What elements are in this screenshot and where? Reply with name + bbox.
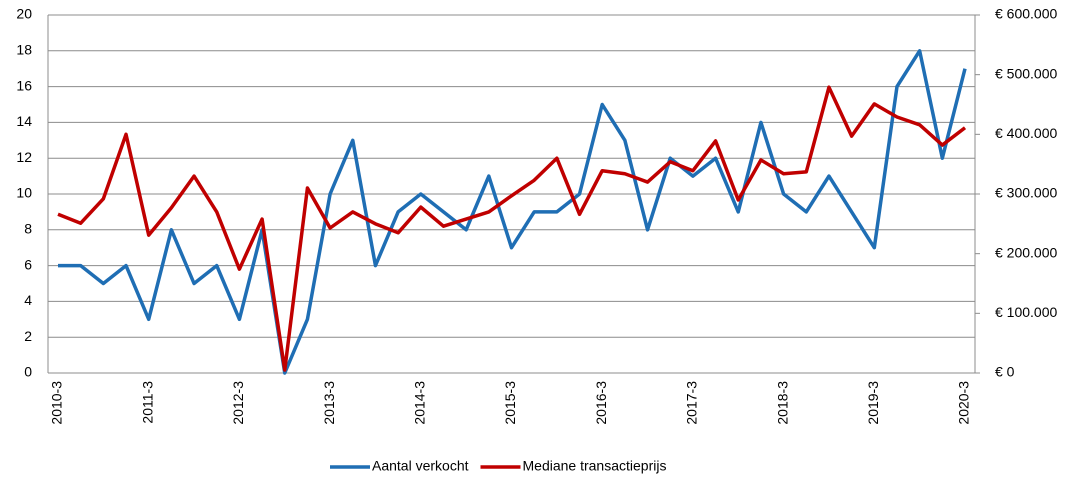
x-tick-label: 2013-3 xyxy=(321,381,337,425)
y-tick-label: 12 xyxy=(16,149,32,165)
x-tick-label: 2011-3 xyxy=(139,381,155,424)
y2-tick-label: € 200.000 xyxy=(995,244,1057,260)
y-tick-label: 10 xyxy=(16,185,32,201)
y-tick-label: 6 xyxy=(24,256,32,272)
series-line xyxy=(58,49,967,375)
legend-label: Mediane transactieprijs xyxy=(523,458,667,474)
x-tick-label: 2016-3 xyxy=(593,381,609,425)
x-tick-label: 2014-3 xyxy=(412,381,428,425)
y-tick-label: 8 xyxy=(24,221,32,237)
y-tick-label: 16 xyxy=(16,77,32,93)
x-tick-label: 2017-3 xyxy=(684,381,700,425)
x-tick-label: 2012-3 xyxy=(230,381,246,425)
y-tick-label: 20 xyxy=(16,6,32,22)
y-tick-label: 2 xyxy=(24,328,32,344)
y-tick-label: 0 xyxy=(24,364,32,380)
y2-tick-label: € 500.000 xyxy=(995,65,1057,81)
y-tick-label: 4 xyxy=(24,292,32,308)
x-tick-label: 2010-3 xyxy=(49,381,65,425)
y2-tick-label: € 0 xyxy=(995,364,1015,380)
legend-label: Aantal verkocht xyxy=(372,458,469,474)
x-tick-label: 2020-3 xyxy=(956,381,972,425)
y2-tick-label: € 400.000 xyxy=(995,125,1057,141)
y2-tick-label: € 100.000 xyxy=(995,304,1057,320)
y2-tick-label: € 300.000 xyxy=(995,185,1057,201)
y-tick-label: 18 xyxy=(16,42,32,58)
y2-tick-label: € 600.000 xyxy=(995,6,1057,22)
series-line xyxy=(57,85,967,372)
x-tick-label: 2015-3 xyxy=(502,381,518,425)
x-tick-label: 2019-3 xyxy=(865,381,881,425)
x-tick-label: 2018-3 xyxy=(774,381,790,425)
y-tick-label: 14 xyxy=(16,113,32,129)
